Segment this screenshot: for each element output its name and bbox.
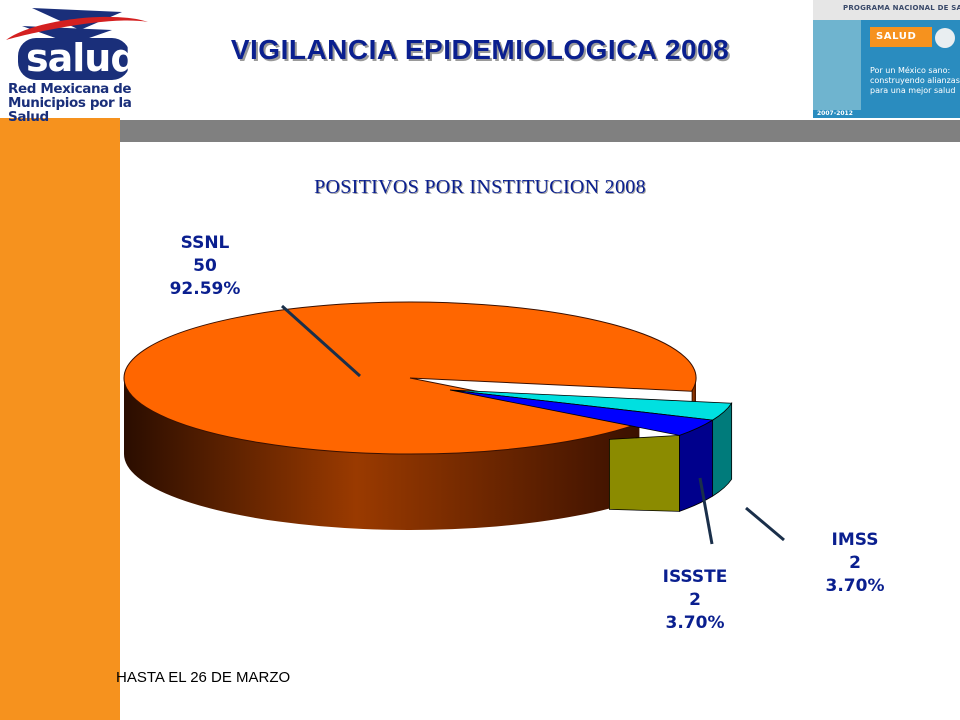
left-accent-bar bbox=[0, 118, 120, 720]
salud-logo: salud Red Mexicana de Municipios por la … bbox=[2, 0, 152, 124]
logo-subtitle: Red Mexicana de Municipios por la Salud bbox=[8, 81, 132, 125]
slice-percent-imss: 3.70% bbox=[825, 576, 885, 596]
slice-value-imss: 2 bbox=[849, 553, 861, 573]
leader-line-ssnl bbox=[280, 304, 362, 378]
header-divider-bar bbox=[120, 120, 960, 142]
slice-name-imss: IMSS bbox=[831, 530, 879, 550]
program-heading: PROGRAMA NACIONAL DE SALUD bbox=[843, 4, 960, 12]
footnote: HASTA EL 26 DE MARZO bbox=[116, 669, 291, 686]
program-salud-badge bbox=[870, 27, 932, 47]
leader-line-issste bbox=[698, 477, 714, 545]
page-title: VIGILANCIA EPIDEMIOLOGICA 2008 bbox=[230, 34, 730, 65]
leader-line-imss bbox=[745, 506, 785, 542]
slice-label-ssnl: SSNL 50 92.59% bbox=[150, 232, 260, 301]
chart-title: POSITIVOS POR INSTITUCION 2008 bbox=[314, 176, 646, 198]
slice-wedge-face bbox=[609, 434, 680, 512]
program-tagline: Por un México sano: construyendo alianza… bbox=[870, 66, 960, 95]
program-banner-top bbox=[813, 0, 960, 20]
slice-name-issste: ISSSTE bbox=[662, 567, 728, 587]
slice-label-imss: IMSS 2 3.70% bbox=[800, 529, 910, 598]
program-years: 2007-2012 bbox=[817, 110, 853, 117]
logo-graphic-icon bbox=[6, 8, 148, 80]
slice-percent-ssnl: 92.59% bbox=[169, 279, 241, 299]
program-art-icon bbox=[813, 20, 861, 110]
mexico-seal-icon bbox=[935, 28, 955, 48]
logo-word: salud bbox=[26, 36, 138, 80]
slice-label-issste: ISSSTE 2 3.70% bbox=[640, 566, 750, 635]
slice-percent-issste: 3.70% bbox=[665, 613, 725, 633]
slice-ssnl bbox=[123, 301, 697, 455]
slice-name-ssnl: SSNL bbox=[180, 233, 230, 253]
program-banner: PROGRAMA NACIONAL DE SALUD SALUD Por un … bbox=[813, 0, 960, 118]
program-salud-text: SALUD bbox=[876, 31, 917, 42]
slice-value-issste: 2 bbox=[689, 590, 701, 610]
slice-value-ssnl: 50 bbox=[193, 256, 217, 276]
